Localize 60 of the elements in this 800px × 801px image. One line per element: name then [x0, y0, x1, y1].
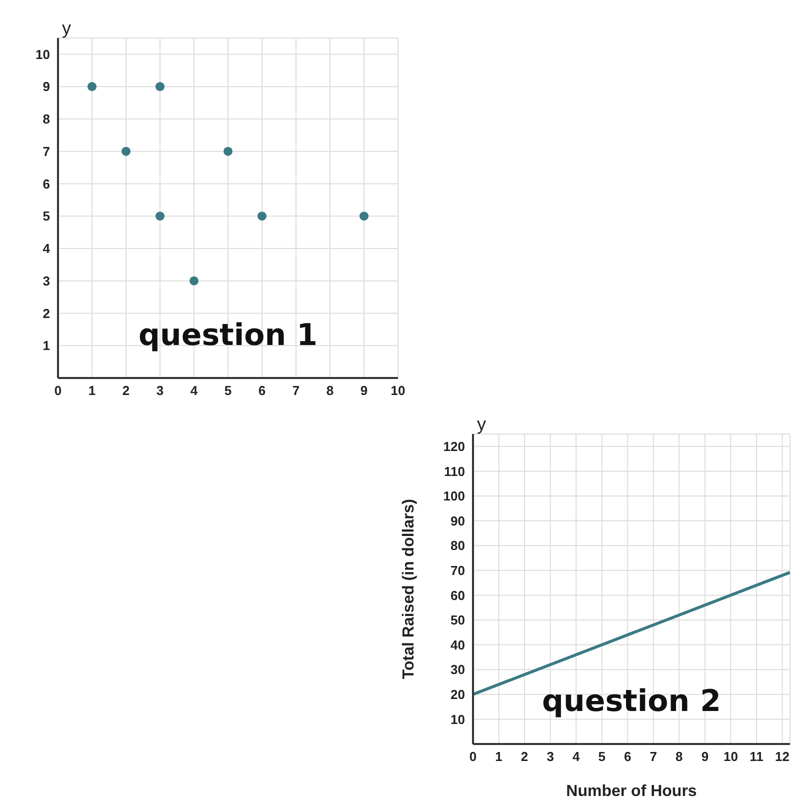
x-tick-label: 9: [360, 383, 368, 398]
y-tick-label: 30: [450, 662, 465, 678]
annotation: y: [62, 18, 71, 39]
y-tick-label: 10: [450, 712, 465, 727]
point: [223, 146, 233, 156]
y-tick-label: 6: [42, 176, 50, 192]
point: [121, 146, 131, 156]
x-tick-label: 6: [258, 383, 266, 398]
point: [87, 82, 97, 92]
x-tick-label: 5: [224, 383, 232, 398]
x-tick-label: 4: [190, 383, 198, 398]
x-tick-label: 6: [624, 749, 632, 764]
x-tick-label: 11: [750, 749, 764, 764]
y-tick-label: 4: [42, 241, 51, 256]
y-tick-label: 1: [42, 338, 50, 354]
x-tick-label: 7: [650, 749, 658, 764]
y-tick-label: 90: [450, 513, 465, 528]
x-tick-label: 12: [775, 749, 790, 764]
x-tick-label: 3: [546, 749, 554, 764]
x-tick-label: 10: [723, 749, 738, 764]
y-tick-label: 2: [42, 306, 50, 321]
point: [257, 212, 267, 221]
y-tick-label: 120: [443, 439, 465, 454]
y-tick-label: 100: [443, 488, 465, 504]
point: [155, 82, 165, 92]
x-tick-label: 8: [326, 383, 334, 398]
x-tick-label: 4: [572, 749, 580, 764]
annotation: question 2: [541, 684, 722, 719]
x-tick-label: 2: [122, 383, 130, 398]
x-tick-label: 2: [520, 749, 528, 764]
annotation: y: [477, 414, 486, 435]
x-tick-label: 10: [390, 383, 406, 398]
x-tick-label: 8: [676, 749, 683, 764]
y-tick-label: 9: [42, 79, 50, 94]
x-tick-label: 3: [156, 383, 164, 398]
point: [189, 276, 199, 286]
y-tick-label: 50: [450, 612, 465, 628]
x-axis-title: Number of Hours: [566, 783, 697, 800]
y-tick-label: 110: [444, 464, 465, 479]
x-tick-label: 1: [495, 749, 502, 764]
y-tick-label: 80: [450, 538, 465, 554]
point: [155, 212, 165, 221]
y-tick-label: 60: [450, 588, 465, 603]
y-tick-label: 40: [450, 637, 465, 652]
x-tick-label: 9: [701, 749, 709, 764]
y-tick-label: 7: [42, 144, 50, 159]
y-tick-label: 20: [450, 687, 465, 702]
x-tick-label: 1: [88, 383, 96, 398]
y-tick-label: 70: [450, 563, 465, 578]
y-axis-title: Total Raised (in dollars): [400, 498, 418, 680]
y-tick-label: 3: [42, 273, 50, 288]
x-tick-label: 7: [292, 383, 300, 398]
x-tick-label: 0: [469, 749, 477, 764]
y-tick-label: 8: [42, 112, 50, 127]
point: [359, 212, 369, 221]
x-tick-label: 5: [598, 749, 606, 764]
annotation: question 1: [138, 318, 318, 353]
y-tick-label: 10: [36, 46, 50, 62]
y-tick-label: 5: [42, 208, 50, 224]
x-tick-label: 0: [54, 383, 62, 398]
